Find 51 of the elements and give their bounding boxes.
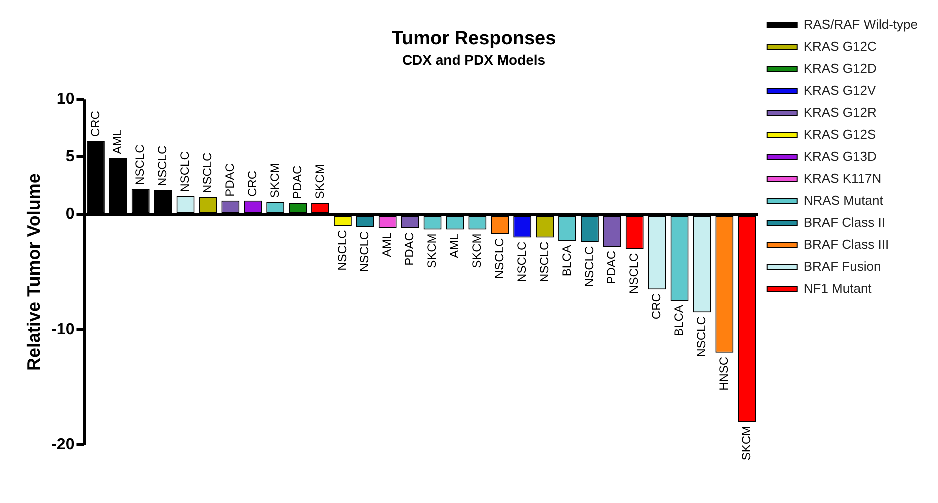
x-tick-label: PDAC (222, 163, 237, 197)
x-tick-label: CRC (88, 110, 102, 138)
x-tick-label: NSCLC (335, 230, 350, 271)
legend-label: BRAF Fusion (804, 259, 882, 274)
x-tick-label: HNSC (717, 356, 731, 391)
y-tick-label: -20 (52, 436, 75, 454)
x-tick-label: NSCLC (537, 241, 552, 282)
legend-label: KRAS K117N (804, 171, 882, 186)
x-tick-label: NSCLC (358, 231, 372, 272)
legend-label: KRAS G12D (804, 61, 877, 76)
chart-subtitle: CDX and PDX Models (402, 52, 546, 68)
x-tick-label: CRC (650, 293, 664, 320)
legend-label: NRAS Mutant (804, 193, 884, 208)
x-tick-label: SKCM (312, 164, 327, 200)
legend-label: RAS/RAF Wild-type (804, 17, 918, 32)
x-tick-label: NSCLC (156, 146, 170, 187)
x-tick-label: SKCM (739, 426, 754, 461)
x-tick-label: SKCM (425, 234, 440, 268)
x-tick-label: PDAC (402, 232, 417, 266)
legend-label: BRAF Class II (804, 215, 886, 230)
x-tick-label: NSCLC (514, 241, 529, 282)
y-axis-title: Relative Tumor Volume (24, 174, 44, 371)
x-tick-label: NSCLC (492, 238, 506, 279)
legend-label: KRAS G12S (804, 127, 876, 142)
x-tick-label: AML (110, 129, 125, 154)
x-tick-label: PDAC (604, 250, 619, 284)
y-tick-label: 10 (56, 91, 75, 108)
x-tick-label: SKCM (268, 163, 282, 198)
x-tick-label: NSCLC (627, 252, 642, 294)
y-tick-label: 5 (66, 148, 75, 166)
x-tick-label: NSCLC (694, 316, 709, 358)
y-tick-label: 0 (66, 206, 75, 224)
legend-label: KRAS G13D (804, 149, 877, 164)
x-tick-label: NSCLC (200, 152, 215, 194)
y-tick-label: -10 (52, 321, 75, 338)
x-tick-label: SKCM (470, 234, 484, 268)
legend-label: KRAS G12V (804, 83, 876, 98)
x-tick-label: PDAC (290, 166, 304, 200)
x-tick-label: NSCLC (133, 144, 148, 186)
legend-label: NF1 Mutant (804, 281, 872, 296)
x-tick-label: AML (448, 233, 462, 258)
x-tick-label: BLCA (672, 305, 686, 336)
x-tick-label: CRC (245, 170, 260, 197)
x-tick-label: NSCLC (178, 151, 192, 192)
legend-label: BRAF Class III (804, 237, 890, 252)
legend-label: KRAS G12R (804, 105, 877, 120)
chart-title: Tumor Responses (392, 28, 556, 50)
x-tick-label: BLCA (560, 245, 574, 277)
legend-label: KRAS G12C (804, 39, 877, 54)
x-tick-label: AML (380, 232, 394, 258)
x-tick-label: NSCLC (582, 246, 596, 288)
